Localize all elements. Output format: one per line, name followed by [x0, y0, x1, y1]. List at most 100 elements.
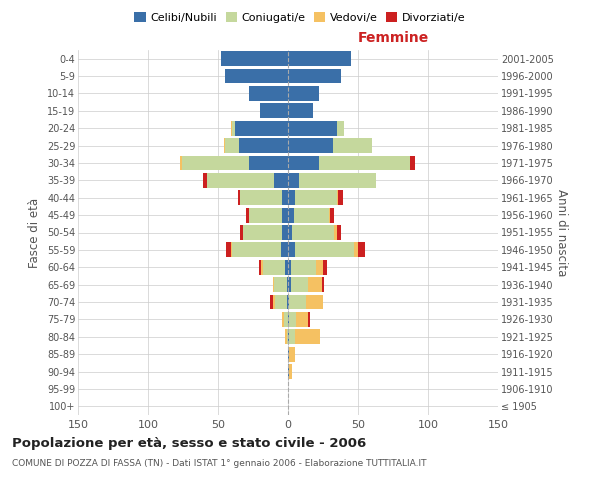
Bar — [288, 52, 351, 66]
Bar — [232, 242, 281, 258]
Bar — [288, 364, 289, 379]
Bar — [284, 312, 288, 327]
Bar — [281, 242, 288, 258]
Bar — [272, 294, 275, 310]
Bar — [241, 225, 243, 240]
Bar — [275, 294, 287, 310]
Bar — [329, 208, 330, 222]
Bar — [288, 208, 293, 222]
Y-axis label: Fasce di età: Fasce di età — [28, 198, 41, 268]
Bar — [288, 190, 295, 205]
Bar — [288, 156, 319, 170]
Bar — [263, 260, 285, 274]
Bar — [243, 225, 283, 240]
Bar — [289, 364, 292, 379]
Y-axis label: Anni di nascita: Anni di nascita — [554, 189, 568, 276]
Bar — [337, 121, 344, 136]
Bar — [288, 278, 291, 292]
Bar — [288, 225, 292, 240]
Bar — [333, 138, 372, 153]
Bar — [182, 156, 249, 170]
Bar — [180, 156, 182, 170]
Bar — [246, 208, 249, 222]
Bar — [410, 156, 415, 170]
Bar — [238, 190, 241, 205]
Bar — [306, 294, 323, 310]
Bar — [316, 260, 323, 274]
Bar — [289, 347, 295, 362]
Bar — [288, 173, 299, 188]
Bar — [224, 138, 225, 153]
Bar — [283, 225, 288, 240]
Bar — [249, 208, 283, 222]
Bar — [285, 260, 288, 274]
Bar — [288, 330, 289, 344]
Bar — [283, 190, 288, 205]
Bar — [287, 330, 288, 344]
Bar — [249, 156, 288, 170]
Bar — [292, 225, 334, 240]
Bar — [289, 312, 296, 327]
Text: Popolazione per età, sesso e stato civile - 2006: Popolazione per età, sesso e stato civil… — [12, 438, 366, 450]
Bar — [291, 278, 308, 292]
Bar — [288, 68, 341, 84]
Bar — [295, 330, 320, 344]
Bar — [295, 242, 354, 258]
Bar — [274, 173, 288, 188]
Bar — [358, 242, 365, 258]
Bar — [337, 190, 338, 205]
Bar — [330, 208, 334, 222]
Bar — [241, 190, 283, 205]
Bar — [262, 260, 263, 274]
Bar — [288, 104, 313, 118]
Bar — [295, 190, 337, 205]
Text: Femmine: Femmine — [358, 30, 428, 44]
Bar — [288, 86, 319, 101]
Bar — [323, 260, 327, 274]
Bar — [293, 208, 329, 222]
Bar — [287, 294, 288, 310]
Bar — [288, 121, 337, 136]
Bar — [285, 330, 287, 344]
Bar — [235, 121, 288, 136]
Bar — [288, 312, 289, 327]
Bar — [291, 260, 316, 274]
Bar — [287, 278, 288, 292]
Bar — [289, 330, 295, 344]
Bar — [296, 312, 308, 327]
Bar — [337, 225, 341, 240]
Bar — [308, 312, 310, 327]
Bar — [288, 294, 289, 310]
Bar — [203, 173, 207, 188]
Bar — [260, 104, 288, 118]
Bar — [226, 242, 230, 258]
Bar — [230, 242, 232, 258]
Bar — [283, 208, 288, 222]
Bar — [319, 156, 410, 170]
Bar — [274, 278, 287, 292]
Bar — [334, 225, 337, 240]
Text: COMUNE DI POZZA DI FASSA (TN) - Dati ISTAT 1° gennaio 2006 - Elaborazione TUTTIT: COMUNE DI POZZA DI FASSA (TN) - Dati IST… — [12, 459, 427, 468]
Bar — [249, 86, 288, 101]
Bar — [207, 173, 274, 188]
Bar — [308, 278, 322, 292]
Bar — [354, 242, 358, 258]
Legend: Celibi/Nubili, Coniugati/e, Vedovi/e, Divorziati/e: Celibi/Nubili, Coniugati/e, Vedovi/e, Di… — [130, 8, 470, 28]
Bar — [225, 68, 288, 84]
Bar — [288, 138, 333, 153]
Bar — [232, 121, 235, 136]
Bar — [289, 294, 306, 310]
Bar — [239, 138, 288, 153]
Bar — [288, 242, 295, 258]
Bar — [283, 312, 284, 327]
Bar — [288, 347, 289, 362]
Bar — [299, 173, 376, 188]
Bar — [322, 278, 325, 292]
Bar — [221, 52, 288, 66]
Bar — [338, 190, 343, 205]
Bar — [288, 260, 291, 274]
Bar — [272, 278, 274, 292]
Bar — [225, 138, 239, 153]
Bar — [259, 260, 262, 274]
Bar — [270, 294, 272, 310]
